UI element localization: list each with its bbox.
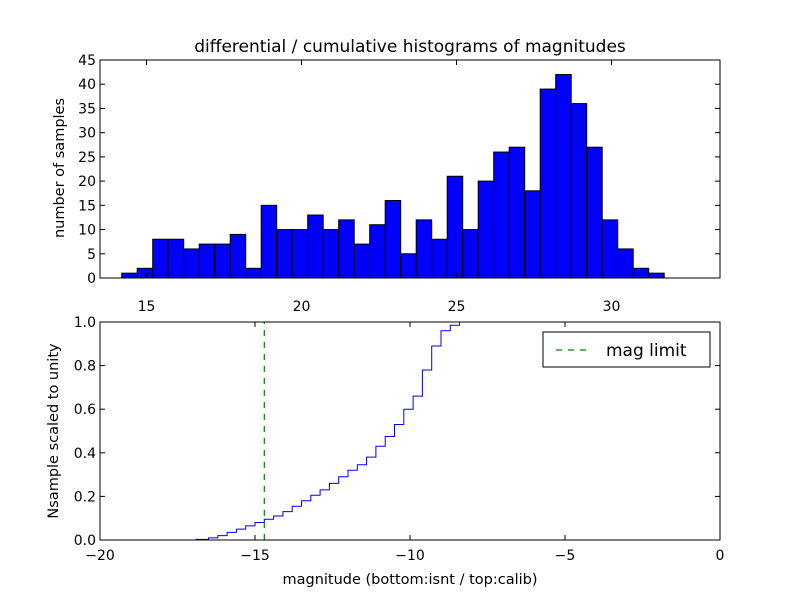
histogram-bar [338,219,355,279]
histogram-bar [291,229,309,279]
cumulative-step-line [100,321,720,541]
top-x-tick-label: 15 [138,299,156,315]
histogram-bar [384,199,402,279]
cumulative-lines [100,321,720,541]
cumulative-panel: Nsample scaled to unity magnitude (botto… [46,315,724,588]
top-y-tick-label: 15 [78,198,96,214]
top-x-tick-label: 20 [293,299,311,315]
histogram-bar [462,229,479,279]
bottom-y-axis-label: Nsample scaled to unity [46,343,62,519]
histogram-bar [586,146,603,279]
bottom-y-tick-label: 0.8 [74,359,96,375]
bottom-x-tick-label: −20 [85,548,115,564]
histogram-bar [617,248,634,279]
top-y-axis-label: number of samples [52,98,68,238]
histogram-bar [183,248,200,279]
histogram-bar [167,238,185,279]
histogram-bar [493,151,510,279]
histogram-bar [601,219,619,279]
top-axis-ticks: 0 5 10 15 20 25 30 35 40 45 15 20 25 30 [78,53,720,315]
histogram-bar [431,238,448,279]
bottom-y-tick-label: 1.0 [74,315,96,331]
histogram-bar [353,243,371,279]
bottom-y-tick-label: 0.2 [74,489,96,505]
chart-title: differential / cumulative histograms of … [194,37,626,57]
top-y-tick-label: 0 [87,271,96,287]
histogram-bar [322,229,340,279]
histogram-bar [539,88,557,279]
bottom-axis-ticks: 0.0 0.2 0.4 0.6 0.8 1.0 −20 −15 −10 −5 0 [74,315,725,564]
histogram-bar [400,253,417,279]
histogram-bar [152,238,169,279]
histogram-bar [198,243,216,279]
histogram-bar [570,103,588,279]
histogram-bar [276,229,293,279]
top-x-tick-label: 25 [448,299,466,315]
histogram-bar [260,204,278,279]
bottom-y-tick-label: 0.4 [74,446,96,462]
histogram-bar [508,146,526,279]
histogram-bar [369,224,386,279]
histogram-bar [632,267,650,279]
bottom-x-axis-label: magnitude (bottom:isnt / top:calib) [282,572,537,588]
legend: mag limit [542,331,711,368]
histogram-bar [229,233,247,279]
histogram-bar [245,267,262,279]
histogram-bar [555,74,572,279]
bottom-x-tick-label: −10 [395,548,425,564]
top-x-tick-label: 30 [603,299,621,315]
histogram-bar [136,267,154,279]
bottom-y-tick-label: 0.6 [74,402,96,418]
histogram-bar [524,190,541,279]
top-y-tick-label: 10 [78,223,96,239]
histogram-bar [121,272,138,279]
bottom-y-tick-label: 0.0 [74,533,96,549]
histogram-bar [214,243,231,279]
histogram-bar [477,180,495,279]
top-y-tick-label: 30 [78,126,96,142]
histogram-bar [415,219,433,279]
top-y-tick-label: 35 [78,101,96,117]
histogram-bar [648,272,665,279]
bottom-x-tick-label: −5 [555,548,576,564]
top-axes-frame [99,59,721,279]
histogram-bar [446,175,464,279]
histogram-panel: differential / cumulative histograms of … [52,37,721,315]
legend-mag-limit-label: mag limit [606,341,687,361]
histogram-bar [307,214,324,279]
top-y-tick-label: 20 [78,174,96,190]
top-y-tick-label: 40 [78,77,96,93]
bottom-x-tick-label: −15 [240,548,270,564]
top-y-tick-label: 5 [87,247,96,263]
bottom-axes-frame [99,321,721,541]
top-y-tick-label: 25 [78,150,96,166]
bottom-x-tick-label: 0 [716,548,725,564]
top-y-tick-label: 45 [78,53,96,69]
histogram-bars [121,74,665,279]
